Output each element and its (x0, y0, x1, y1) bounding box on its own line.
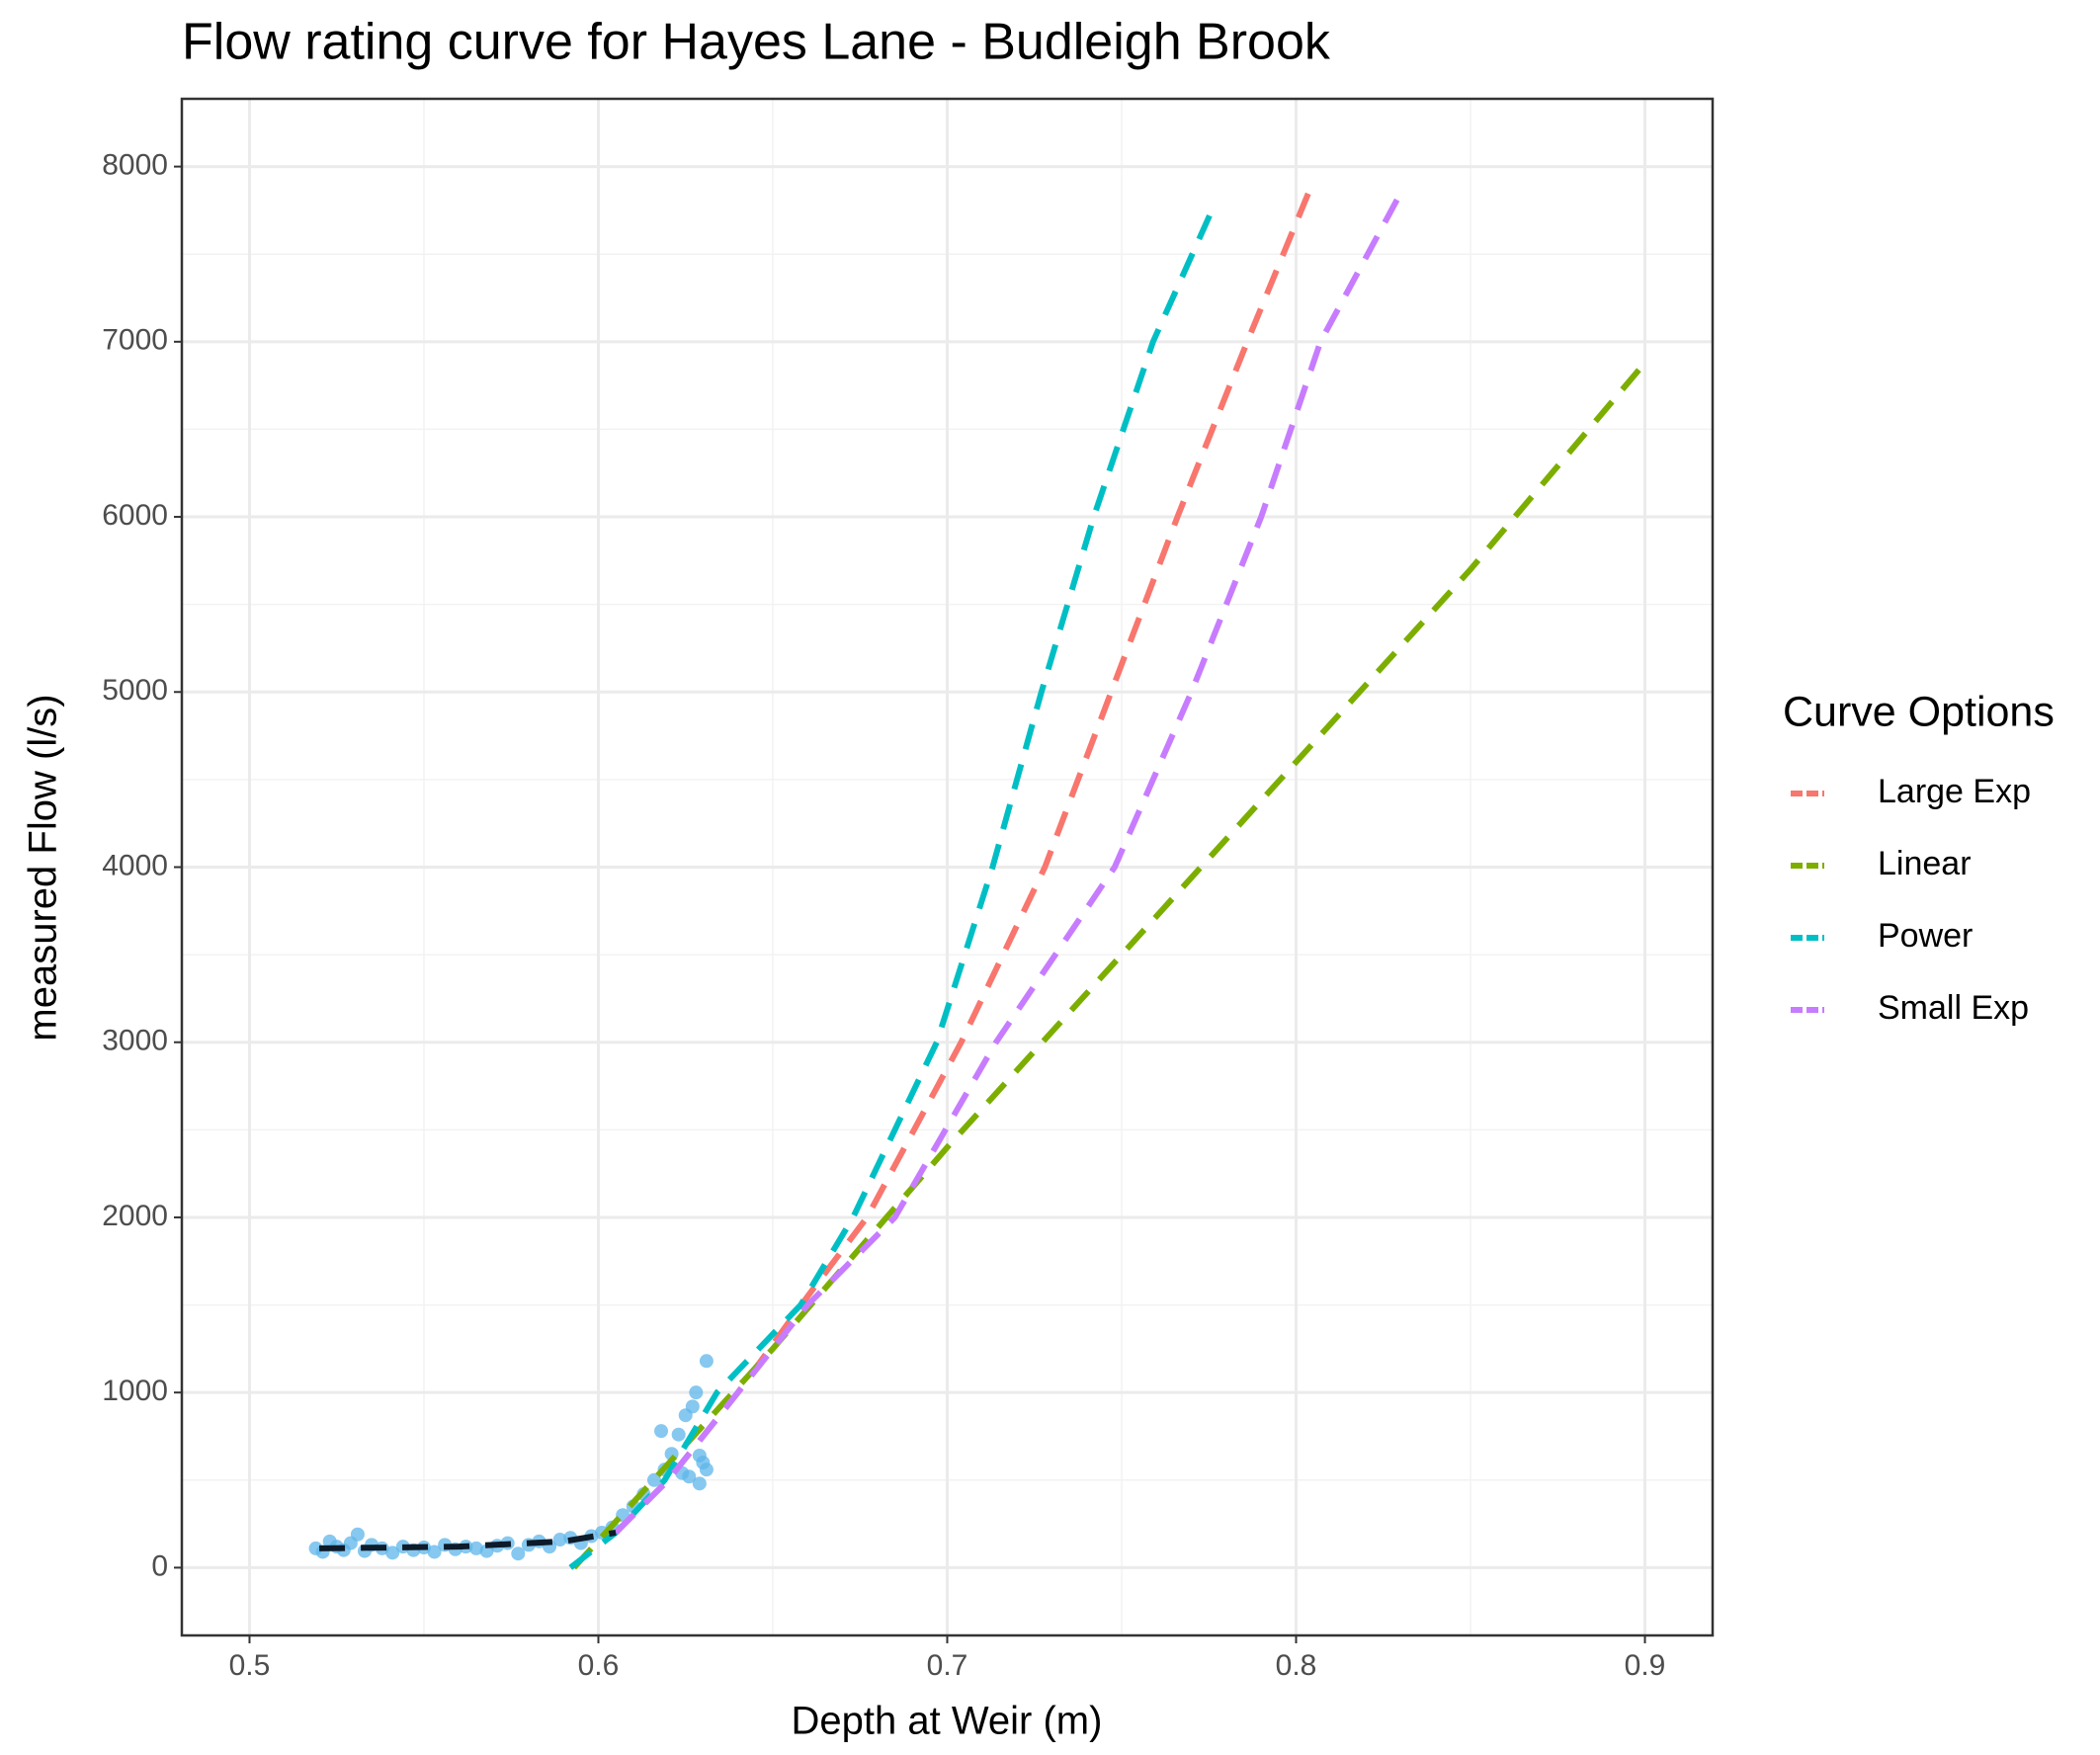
data-point (350, 1527, 365, 1542)
legend-label: Small Exp (1878, 989, 2029, 1027)
legend-label: Linear (1878, 845, 1972, 882)
curve-line (571, 361, 1647, 1570)
legend-label: Power (1878, 917, 1973, 955)
y-tick-label: 0 (151, 1549, 168, 1582)
data-point (654, 1424, 669, 1439)
x-tick-label: 0.9 (1625, 1649, 1666, 1682)
y-tick-label: 2000 (102, 1200, 168, 1232)
y-tick-label: 7000 (102, 324, 168, 357)
x-tick-label: 0.7 (927, 1649, 968, 1682)
data-point (552, 1533, 567, 1547)
x-tick-label: 0.8 (1276, 1649, 1317, 1682)
y-tick-label: 5000 (102, 674, 168, 707)
data-point (699, 1462, 714, 1477)
data-point (427, 1545, 442, 1559)
chart-title: Flow rating curve for Hayes Lane - Budle… (182, 14, 1331, 71)
data-point (699, 1354, 714, 1369)
y-axis-title: measured Flow (l/s) (22, 694, 65, 1041)
legend-label: Large Exp (1878, 773, 2031, 810)
x-tick-label: 0.6 (578, 1649, 620, 1682)
baseline-line (319, 1530, 617, 1551)
data-point (511, 1546, 526, 1561)
y-tick-label: 8000 (102, 149, 168, 182)
legend-title: Curve Options (1783, 688, 2055, 735)
data-point (689, 1385, 704, 1400)
plot-border (180, 97, 1715, 1637)
data-point (692, 1476, 707, 1491)
data-point (685, 1399, 700, 1414)
data-point (468, 1541, 483, 1555)
x-axis-title: Depth at Weir (m) (792, 1700, 1103, 1743)
data-point (671, 1427, 686, 1442)
curve-line (568, 200, 1219, 1570)
x-tick-label: 0.5 (229, 1649, 271, 1682)
y-tick-label: 4000 (102, 849, 168, 881)
data-point (646, 1472, 661, 1487)
y-tick-label: 3000 (102, 1025, 168, 1057)
curve-line (614, 191, 1404, 1536)
y-tick-label: 6000 (102, 499, 168, 532)
data-point (385, 1546, 400, 1560)
y-tick-label: 1000 (102, 1375, 168, 1407)
